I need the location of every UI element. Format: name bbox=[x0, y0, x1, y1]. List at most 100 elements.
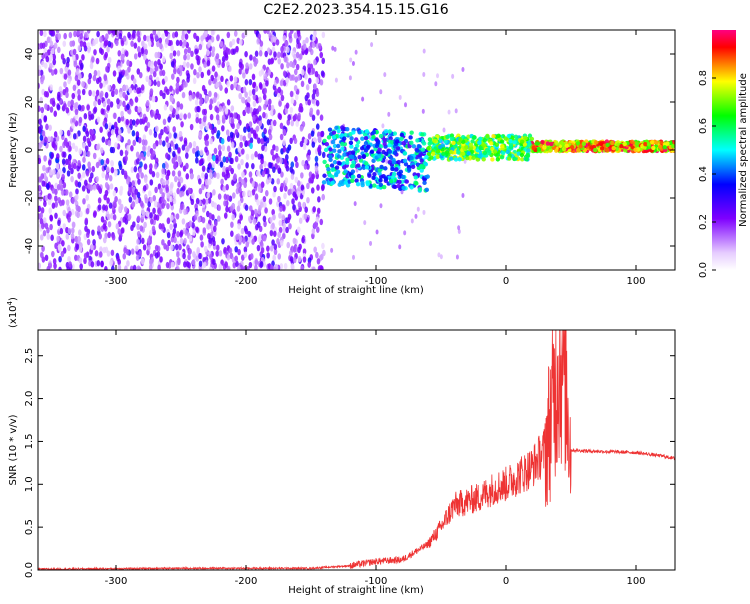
spectrogram-cell bbox=[213, 202, 218, 209]
spectrogram-cell bbox=[643, 142, 648, 147]
spectrogram-cell bbox=[216, 172, 220, 180]
spectrogram-cell bbox=[387, 129, 392, 134]
spectrogram-cell bbox=[90, 113, 95, 120]
snr-plot-area bbox=[38, 330, 675, 570]
spectrogram-cell bbox=[119, 185, 124, 193]
spectrogram-cell bbox=[166, 88, 170, 96]
spectrogram-cell bbox=[142, 145, 146, 152]
spectrogram-cell bbox=[225, 156, 229, 164]
spectrogram-cell bbox=[296, 180, 301, 187]
spectrogram-cell bbox=[274, 88, 279, 95]
spectrogram-cell bbox=[419, 168, 424, 173]
spectrogram-cell bbox=[278, 212, 282, 219]
spectrogram-cell bbox=[257, 186, 262, 193]
spectrogram-cell bbox=[333, 172, 339, 178]
spectrogram-cell bbox=[148, 74, 153, 81]
spectrogram-cell bbox=[204, 178, 209, 186]
spectrogram-cell bbox=[74, 101, 79, 109]
spectrogram-cell bbox=[212, 239, 216, 247]
spectrogram-cell bbox=[264, 207, 268, 214]
spectrogram-cell bbox=[219, 40, 224, 48]
spectrogram-cell bbox=[89, 184, 94, 191]
spectrogram-cell bbox=[44, 194, 49, 202]
spectrogram-cell bbox=[49, 169, 53, 176]
spectrogram-cell bbox=[254, 85, 259, 92]
spectrogram-cell bbox=[228, 65, 232, 73]
spectrogram-cell bbox=[322, 138, 327, 144]
spectrogram-cell bbox=[554, 140, 559, 145]
spectrogram-cell bbox=[111, 234, 116, 241]
spectrogram-cell bbox=[169, 95, 174, 103]
spectrogram-cell bbox=[54, 212, 58, 219]
spectrogram-cell bbox=[392, 150, 398, 156]
spectrogram-cell bbox=[187, 262, 191, 269]
spectrogram-cell bbox=[364, 165, 370, 170]
spectrogram-cell bbox=[155, 171, 160, 179]
spectrogram-cell bbox=[41, 130, 46, 137]
spectrogram-cell bbox=[288, 36, 293, 44]
spectrogram-cell bbox=[58, 245, 62, 253]
spectrogram-cell bbox=[149, 196, 153, 204]
spectrogram-cell bbox=[439, 254, 443, 260]
bottom-y-tick-label: 0.0 bbox=[24, 562, 35, 578]
spectrogram-cell bbox=[126, 59, 130, 67]
spectrogram-cell bbox=[371, 134, 376, 140]
spectrogram-cell bbox=[433, 146, 438, 151]
spectrogram-cell bbox=[121, 69, 126, 76]
spectrogram-cell bbox=[298, 106, 302, 113]
spectrogram-cell bbox=[234, 155, 239, 163]
spectrogram-cell bbox=[138, 250, 142, 258]
spectrogram-cell bbox=[43, 62, 48, 69]
spectrogram-cell bbox=[117, 65, 121, 72]
spectrogram-cell bbox=[106, 104, 111, 111]
spectrogram-cell bbox=[221, 125, 225, 132]
spectrogram-cell bbox=[242, 237, 246, 244]
spectrogram-cell bbox=[43, 90, 48, 98]
spectrogram-cell bbox=[248, 63, 253, 70]
spectrogram-cell bbox=[40, 251, 44, 259]
spectrogram-cell bbox=[48, 193, 52, 200]
spectrogram-cell bbox=[379, 203, 383, 209]
spectrogram-cell bbox=[77, 94, 81, 101]
spectrogram-cell bbox=[192, 229, 196, 236]
spectrogram-cell bbox=[59, 199, 63, 207]
spectrogram-cell bbox=[100, 90, 104, 97]
spectrogram-cell bbox=[200, 71, 205, 79]
spectrogram-cell bbox=[523, 135, 528, 141]
spectrogram-cell bbox=[195, 255, 200, 262]
spectrogram-cell bbox=[333, 46, 337, 52]
spectrogram-cell bbox=[396, 159, 401, 165]
spectrogram-cell bbox=[111, 146, 116, 154]
spectrogram-cell bbox=[489, 141, 494, 146]
spectrogram-cell bbox=[318, 42, 322, 50]
spectrogram-cell bbox=[629, 139, 635, 144]
spectrogram-cell bbox=[176, 251, 180, 258]
spectrogram-cell bbox=[449, 133, 455, 138]
spectrogram-cell bbox=[158, 138, 163, 146]
spectrogram-cell bbox=[253, 208, 258, 216]
spectrogram-cell bbox=[271, 222, 275, 229]
spectrogram-cell bbox=[135, 118, 140, 125]
spectrogram-cell bbox=[127, 139, 131, 146]
spectrogram-cell bbox=[195, 197, 200, 205]
spectrogram-cell bbox=[266, 245, 270, 252]
spectrogram-cell bbox=[174, 31, 179, 38]
spectrogram-cell bbox=[145, 210, 150, 218]
spectrogram-cell bbox=[49, 214, 53, 221]
spectrogram-cell bbox=[143, 221, 147, 229]
spectrogram-cell bbox=[50, 69, 55, 76]
spectrogram-cell bbox=[214, 220, 218, 227]
top-x-axis-label: Height of straight line (km) bbox=[288, 285, 424, 296]
spectrogram-cell bbox=[111, 124, 115, 131]
spectrogram-cell bbox=[230, 83, 234, 91]
spectrogram-cell bbox=[263, 160, 267, 168]
spectrogram-cell bbox=[153, 131, 158, 138]
spectrogram-cell bbox=[209, 113, 214, 121]
spectrogram-cell bbox=[294, 94, 299, 101]
spectrogram-cell bbox=[122, 35, 127, 42]
spectrogram-cell bbox=[77, 44, 82, 52]
spectrogram-cell bbox=[78, 116, 83, 124]
spectrogram-cell bbox=[343, 169, 348, 174]
spectrogram-cell bbox=[177, 147, 181, 154]
spectrogram-cell bbox=[149, 163, 153, 170]
